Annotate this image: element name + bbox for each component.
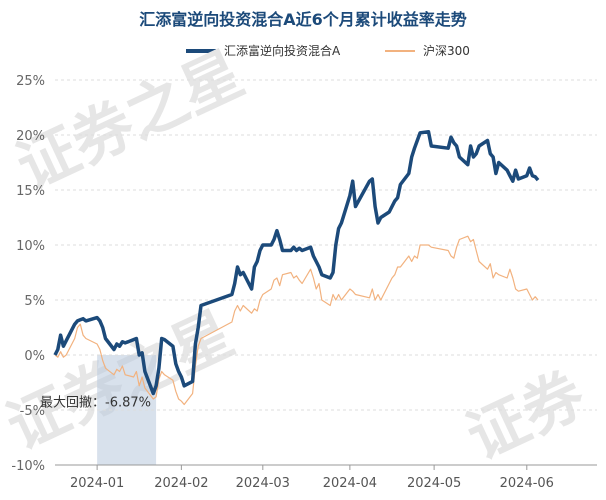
- y-tick-label: 25%: [16, 74, 45, 89]
- chart-title: 汇添富逆向投资混合A近6个月累计收益率走势: [139, 10, 467, 29]
- x-tick-label: 2024-03: [236, 476, 290, 491]
- y-tick-label: 0%: [24, 349, 45, 364]
- x-tick-label: 2024-05: [407, 476, 461, 491]
- svg-text:证券之星: 证券之星: [7, 39, 254, 204]
- series-line-fund: [53, 129, 540, 396]
- max-drawdown-label: 最大回撤：-6.87%: [40, 395, 151, 411]
- y-tick-label: 20%: [16, 129, 45, 144]
- legend-label-index: 沪深300: [423, 44, 470, 58]
- y-tick-label: -5%: [20, 404, 45, 419]
- y-tick-label: 5%: [24, 294, 45, 309]
- legend-swatch-fund: [186, 48, 216, 53]
- legend-label-fund: 汇添富逆向投资混合A: [224, 44, 341, 58]
- y-tick-label: -10%: [11, 459, 45, 474]
- legend-swatch-index: [385, 49, 415, 52]
- y-tick-label: 10%: [16, 239, 45, 254]
- series-line-index: [54, 235, 539, 406]
- y-tick-label: 15%: [16, 184, 45, 199]
- x-tick-label: 2024-01: [70, 476, 124, 491]
- legend: 汇添富逆向投资混合A 沪深300: [0, 42, 606, 62]
- x-tick-label: 2024-06: [500, 476, 554, 491]
- x-tick-label: 2024-04: [323, 476, 377, 491]
- legend-item-fund[interactable]: 汇添富逆向投资混合A: [186, 42, 340, 59]
- svg-text:证券: 证券: [457, 359, 596, 474]
- x-tick-label: 2024-02: [154, 476, 208, 491]
- legend-item-index[interactable]: 沪深300: [385, 42, 470, 59]
